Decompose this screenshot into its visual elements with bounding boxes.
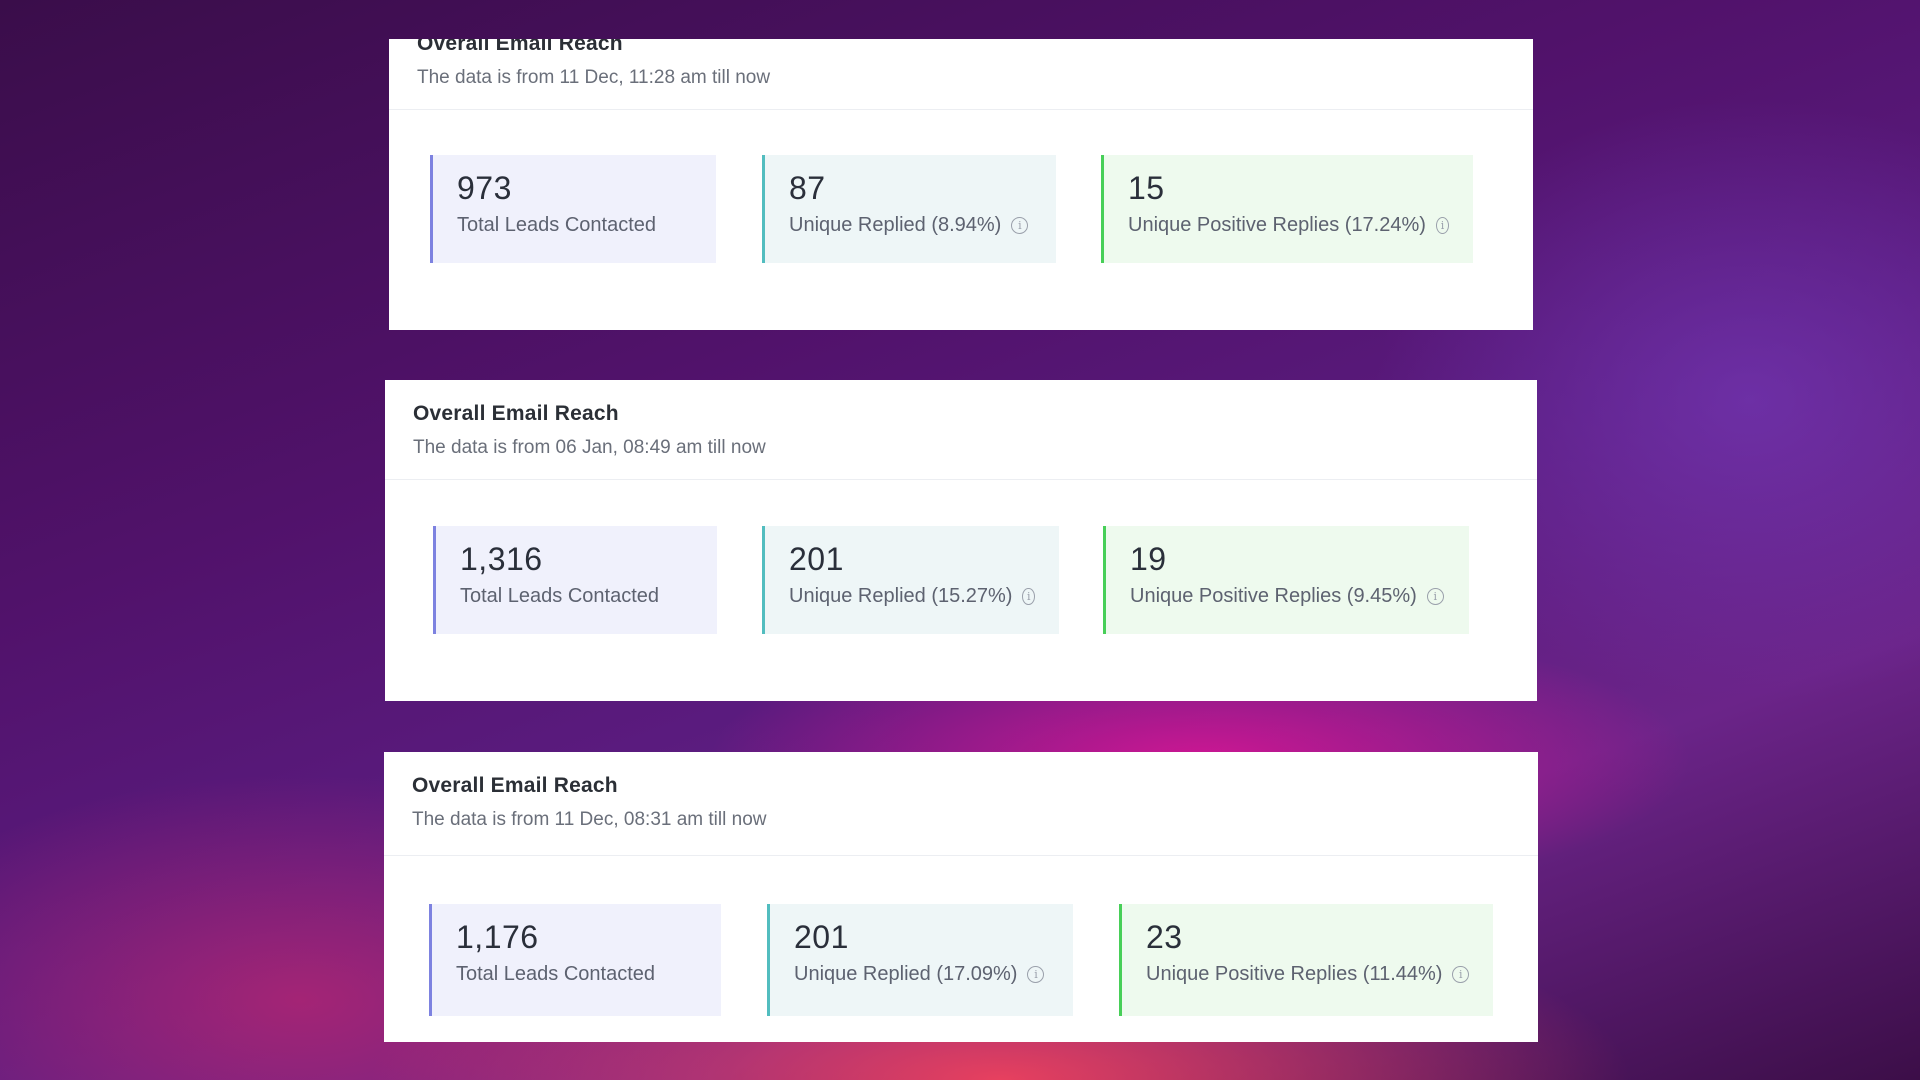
email-reach-panel-2: Overall Email Reach The data is from 06 … [385,380,1537,701]
info-icon[interactable]: i [1435,216,1449,234]
panel-date-range: The data is from 11 Dec, 11:28 am till n… [417,67,771,88]
info-icon[interactable]: i [1022,587,1035,605]
email-reach-panel-3: Overall Email Reach The data is from 11 … [384,752,1538,1042]
unique-replied-label: Unique Replied (17.09%) [794,963,1018,985]
panel-date-range: The data is from 11 Dec, 08:31 am till n… [412,809,767,830]
unique-replied-card: 201 Unique Replied (17.09%) i [767,904,1073,1016]
info-icon[interactable]: i [1426,587,1444,605]
positive-replies-card: 19 Unique Positive Replies (9.45%) i [1103,526,1469,634]
panel-header: Overall Email Reach The data is from 11 … [389,39,1533,110]
total-leads-card: 1,316 Total Leads Contacted [433,526,717,634]
positive-replies-value: 23 [1146,919,1183,955]
panel-header: Overall Email Reach The data is from 06 … [385,380,1537,480]
info-icon[interactable]: i [1011,216,1029,234]
positive-replies-card: 15 Unique Positive Replies (17.24%) i [1101,155,1473,263]
unique-replied-value: 201 [794,919,849,955]
panel-title: Overall Email Reach [413,402,619,425]
panel-header: Overall Email Reach The data is from 11 … [384,752,1538,856]
total-leads-label: Total Leads Contacted [460,585,660,607]
total-leads-value: 973 [457,170,512,206]
positive-replies-card: 23 Unique Positive Replies (11.44%) i [1119,904,1493,1016]
total-leads-value: 1,316 [460,541,543,577]
unique-replied-label: Unique Replied (15.27%) [789,585,1013,607]
panel-title: Overall Email Reach [417,39,623,55]
positive-replies-value: 15 [1128,170,1165,206]
total-leads-card: 973 Total Leads Contacted [430,155,716,263]
positive-replies-label: Unique Positive Replies (11.44%) [1146,963,1443,985]
panel-date-range: The data is from 06 Jan, 08:49 am till n… [413,437,766,458]
unique-replied-value: 87 [789,170,826,206]
email-reach-panel-1: Overall Email Reach The data is from 11 … [389,39,1533,330]
total-leads-value: 1,176 [456,919,539,955]
positive-replies-value: 19 [1130,541,1167,577]
total-leads-label: Total Leads Contacted [457,214,657,236]
positive-replies-label: Unique Positive Replies (9.45%) [1130,585,1417,607]
total-leads-card: 1,176 Total Leads Contacted [429,904,721,1016]
info-icon[interactable]: i [1452,965,1469,983]
unique-replied-label: Unique Replied (8.94%) [789,214,1002,236]
unique-replied-card: 87 Unique Replied (8.94%) i [762,155,1056,263]
info-icon[interactable]: i [1027,965,1045,983]
panel-title: Overall Email Reach [412,774,618,797]
positive-replies-label: Unique Positive Replies (17.24%) [1128,214,1426,236]
unique-replied-card: 201 Unique Replied (15.27%) i [762,526,1059,634]
total-leads-label: Total Leads Contacted [456,963,656,985]
unique-replied-value: 201 [789,541,844,577]
